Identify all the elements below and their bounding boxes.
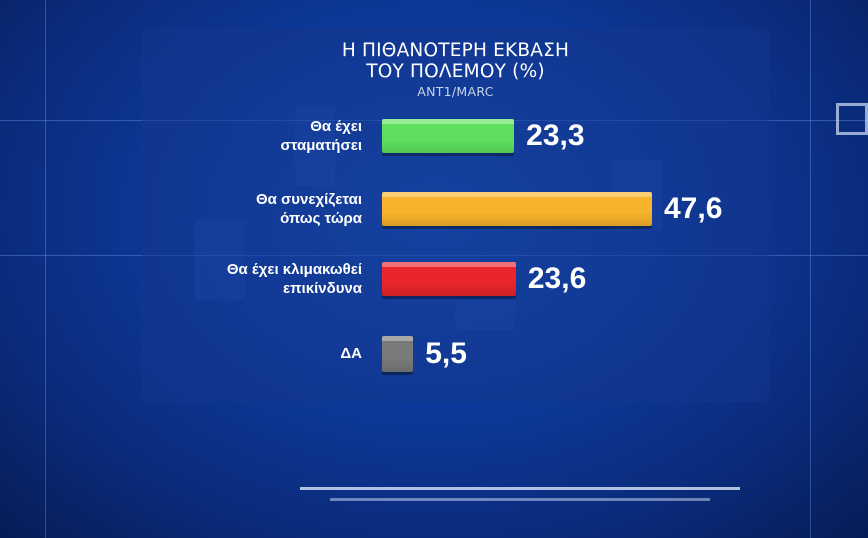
background-line — [45, 0, 46, 538]
category-label: Θα έχει κλιμακωθεί επικίνδυνα — [62, 260, 362, 298]
category-label-line: όπως τώρα — [280, 210, 362, 227]
category-label-line: επικίνδυνα — [282, 280, 362, 297]
bar — [382, 336, 414, 372]
background-stripe — [300, 487, 740, 490]
background-line — [810, 0, 811, 538]
data-label: 23,3 — [526, 119, 585, 152]
bar — [382, 119, 515, 153]
category-label-line: ΔΑ — [340, 344, 362, 362]
background-stripe — [330, 498, 710, 501]
category-label-line: Θα έχει — [310, 118, 362, 135]
chart-title-line-1: Η ΠΙΘΑΝΟΤΕΡΗ ΕΚΒΑΣΗ — [341, 40, 570, 61]
chart-title-line-2: ΤΟΥ ΠΟΛΕΜΟΥ (%) — [366, 61, 545, 82]
data-label: 5,5 — [425, 337, 467, 370]
category-label: ΔΑ — [62, 344, 362, 363]
category-label-line: Θα έχει κλιμακωθεί — [226, 261, 362, 278]
category-label-line: σταματήσει — [280, 137, 362, 154]
bar — [382, 192, 652, 226]
category-label: Θα έχει σταματήσει — [62, 117, 362, 155]
data-label: 47,6 — [664, 192, 723, 225]
bar — [382, 262, 516, 296]
category-label: Θα συνεχίζεται όπως τώρα — [62, 190, 362, 228]
chart-subtitle: ANT1/MARC — [417, 84, 494, 99]
data-label: 23,6 — [527, 262, 587, 295]
category-label-line: Θα συνεχίζεται — [255, 191, 362, 208]
background-square — [836, 103, 868, 135]
